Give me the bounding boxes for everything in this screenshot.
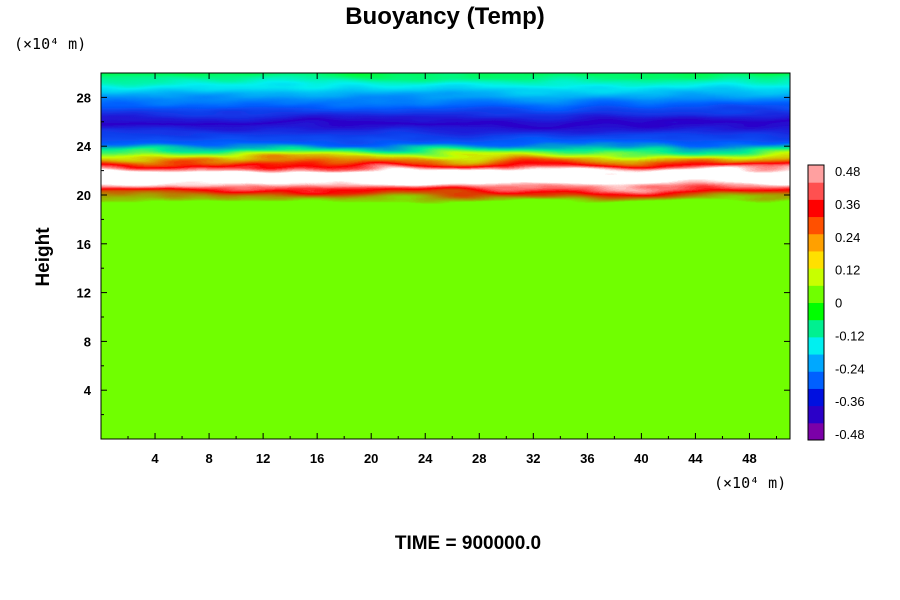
x-tick-label: 32 bbox=[526, 451, 540, 466]
colorbar-swatch bbox=[808, 285, 824, 303]
colorbar-swatch bbox=[808, 182, 824, 200]
colorbar-tick-label: 0.48 bbox=[835, 164, 860, 179]
x-tick-label: 48 bbox=[742, 451, 756, 466]
colorbar-tick-label: -0.12 bbox=[835, 328, 865, 343]
colorbar-swatch bbox=[808, 199, 824, 218]
x-tick-label: 12 bbox=[256, 451, 270, 466]
chart-title: Buoyancy (Temp) bbox=[345, 3, 545, 30]
colorbar-swatch bbox=[808, 268, 824, 286]
x-tick-label: 8 bbox=[205, 451, 212, 466]
colorbar-swatch bbox=[808, 388, 824, 407]
colorbar-tick-label: 0 bbox=[835, 296, 842, 311]
plot-area bbox=[101, 73, 790, 439]
colorbar bbox=[807, 164, 825, 441]
x-tick-label: 24 bbox=[418, 451, 433, 466]
colorbar-tick-label: -0.36 bbox=[835, 394, 865, 409]
colorbar-swatch bbox=[808, 165, 824, 183]
x-axis-unit: (×10⁴ m) bbox=[714, 474, 786, 492]
colorbar-swatch bbox=[808, 422, 824, 441]
x-tick-label: 20 bbox=[364, 451, 378, 466]
x-axis-ticks: 4 8 12 16 20 24 28 32 36 40 44 48 bbox=[127, 73, 777, 466]
colorbar-swatch bbox=[808, 250, 824, 269]
y-tick-label: 12 bbox=[77, 286, 91, 301]
colorbar-swatch bbox=[808, 319, 824, 338]
y-axis-ticks: 4 8 12 16 20 24 28 bbox=[77, 90, 790, 416]
time-annotation: TIME = 900000.0 bbox=[395, 533, 541, 554]
colorbar-tick-label: 0.24 bbox=[835, 230, 860, 245]
x-tick-label: 36 bbox=[580, 451, 594, 466]
colorbar-swatch bbox=[808, 371, 824, 389]
y-tick-label: 4 bbox=[84, 383, 92, 398]
colorbar-swatch bbox=[808, 354, 824, 372]
x-tick-label: 40 bbox=[634, 451, 648, 466]
plot-frame bbox=[100, 72, 791, 440]
colorbar-swatch bbox=[808, 216, 824, 235]
heatmap-field bbox=[101, 73, 790, 439]
y-tick-label: 28 bbox=[77, 90, 91, 105]
x-tick-label: 4 bbox=[151, 451, 159, 466]
colorbar-tick-label: -0.48 bbox=[835, 427, 865, 442]
y-tick-label: 16 bbox=[77, 237, 91, 252]
y-axis-label: Height bbox=[33, 227, 54, 287]
colorbar-swatch bbox=[808, 233, 824, 252]
colorbar-frame bbox=[807, 164, 825, 441]
x-tick-label: 16 bbox=[310, 451, 324, 466]
x-tick-label: 28 bbox=[472, 451, 486, 466]
colorbar-tick-label: 0.36 bbox=[835, 197, 860, 212]
y-axis-unit: (×10⁴ m) bbox=[14, 35, 86, 53]
colorbar-ticks: 0.48 0.36 0.24 0.12 0 -0.12 -0.24 -0.36 -0.48 bbox=[835, 164, 865, 442]
colorbar-swatch bbox=[808, 405, 824, 424]
colorbar-swatch bbox=[808, 336, 824, 355]
colorbar-tick-label: 0.12 bbox=[835, 263, 860, 278]
colorbar-tick-label: -0.24 bbox=[835, 361, 865, 376]
x-tick-label: 44 bbox=[688, 451, 703, 466]
y-tick-label: 20 bbox=[77, 188, 91, 203]
colorbar-swatch bbox=[808, 302, 824, 321]
y-tick-label: 24 bbox=[77, 139, 92, 154]
y-tick-label: 8 bbox=[84, 334, 91, 349]
